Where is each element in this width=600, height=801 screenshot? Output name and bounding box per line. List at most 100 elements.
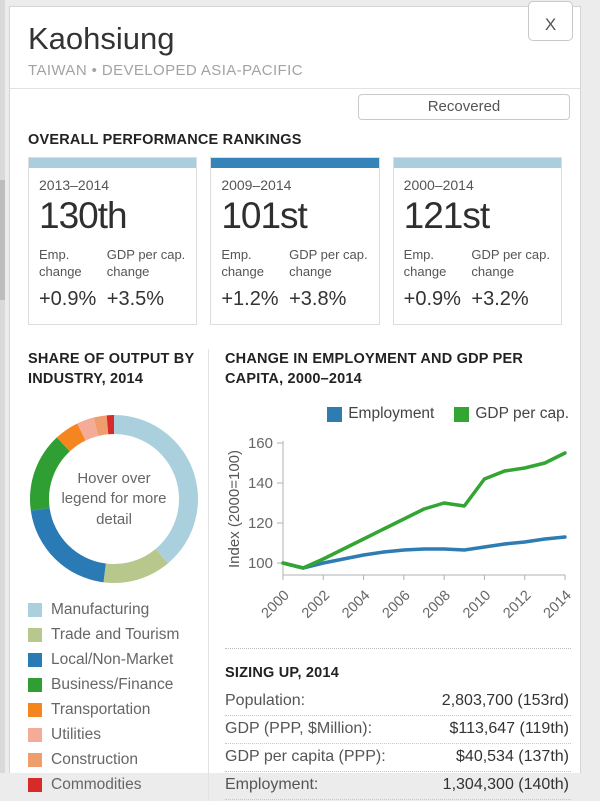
row-value: $113,647 (119th)	[449, 720, 570, 738]
legend-label: Business/Finance	[51, 676, 174, 694]
ranking-card-2009-2014: 2009–2014 101st Emp. change +1.2% GDP pe…	[210, 157, 380, 325]
sizing-divider	[225, 648, 571, 650]
row-label: GDP per capita (PPP):	[225, 748, 386, 766]
donut-chart[interactable]: Hover over legend for more detail	[28, 413, 200, 585]
city-subtitle: TAIWAN • DEVELOPED ASIA-PACIFIC	[28, 62, 303, 79]
legend-label: Utilities	[51, 726, 101, 744]
commodities-swatch-icon	[28, 778, 42, 793]
trade-tourism-swatch-icon	[28, 628, 42, 643]
svg-text:120: 120	[248, 515, 273, 532]
svg-text:2014: 2014	[541, 588, 571, 622]
svg-text:2006: 2006	[380, 588, 414, 622]
manufacturing-swatch-icon	[28, 603, 42, 618]
line-chart-legend: Employment GDP per cap.	[225, 405, 569, 423]
legend-label: Trade and Tourism	[51, 626, 180, 644]
legend-item-employment: Employment	[327, 405, 434, 423]
ranking-card-2013-2014: 2013–2014 130th Emp. change +0.9% GDP pe…	[28, 157, 198, 325]
sizing-section-title: SIZING UP, 2014	[225, 665, 339, 682]
legend-label: Employment	[348, 405, 435, 423]
legend-label: Construction	[51, 751, 139, 769]
emp-change-value: +0.9%	[39, 287, 97, 310]
legend-item-trade-tourism[interactable]: Trade and Tourism	[28, 626, 200, 644]
row-value: $40,534 (137th)	[456, 748, 569, 766]
page-scrollbar[interactable]	[0, 0, 5, 773]
gdp-change-value: +3.2%	[471, 287, 529, 310]
card-rank: 101st	[221, 195, 308, 236]
emp-change-label: Emp. change	[39, 247, 82, 279]
popup-header: Kaohsiung TAIWAN • DEVELOPED ASIA-PACIFI…	[10, 7, 580, 79]
emp-change-label: Emp. change	[221, 247, 264, 279]
donut-segment[interactable]	[93, 415, 109, 437]
recovered-status-button[interactable]: Recovered	[358, 94, 570, 120]
legend-item-local-non-market[interactable]: Local/Non-Market	[28, 651, 200, 669]
svg-text:140: 140	[248, 475, 273, 492]
card-rank: 130th	[39, 195, 128, 236]
legend-item-manufacturing[interactable]: Manufacturing	[28, 601, 200, 619]
svg-text:2008: 2008	[420, 588, 454, 622]
donut-center-note: Hover over legend for more detail	[61, 470, 167, 528]
page-title: Kaohsiung	[28, 21, 175, 56]
industry-share-panel: SHARE OF OUTPUT BY INDUSTRY, 2014 Hover …	[10, 348, 209, 801]
svg-text:2010: 2010	[460, 588, 494, 622]
business-finance-swatch-icon	[28, 678, 42, 693]
header-divider	[10, 88, 580, 89]
donut-segment[interactable]	[56, 423, 86, 452]
scrollbar-thumb[interactable]	[0, 180, 5, 300]
emp-change-value: +1.2%	[221, 287, 279, 310]
line-chart-title: CHANGE IN EMPLOYMENT AND GDP PER CAPITA,…	[225, 350, 524, 388]
row-label: Employment:	[225, 776, 319, 794]
local-non-market-swatch-icon	[28, 653, 42, 668]
gdp-change-label: GDP per cap. change	[106, 247, 186, 279]
emp-change-value: +0.9%	[403, 287, 461, 310]
legend-label: Local/Non-Market	[51, 651, 174, 669]
ranking-cards: 2013–2014 130th Emp. change +0.9% GDP pe…	[10, 157, 580, 325]
donut-chart-title: SHARE OF OUTPUT BY INDUSTRY, 2014	[28, 350, 195, 388]
sizing-table: Population: 2,803,700 (153rd) GDP (PPP, …	[225, 688, 571, 801]
legend-item-commodities[interactable]: Commodities	[28, 776, 200, 794]
gdp-per-cap-swatch-icon	[454, 406, 470, 422]
legend-item-utilities[interactable]: Utilities	[28, 726, 200, 744]
table-row: Population: 2,803,700 (153rd)	[225, 688, 571, 717]
donut-segment[interactable]	[114, 415, 198, 564]
table-row: Employment: 1,304,300 (140th)	[225, 772, 571, 801]
row-value: 2,803,700 (153rd)	[441, 692, 569, 710]
legend-item-business-finance[interactable]: Business/Finance	[28, 676, 200, 694]
transportation-swatch-icon	[28, 703, 42, 718]
svg-text:100: 100	[248, 555, 273, 572]
legend-label: Commodities	[51, 776, 142, 794]
card-accent-bar	[29, 158, 197, 168]
svg-text:Index (2000=100): Index (2000=100)	[226, 450, 243, 568]
gdp-change-label: GDP per cap. change	[471, 247, 550, 279]
donut-segment[interactable]	[106, 415, 114, 435]
employment-swatch-icon	[327, 406, 343, 422]
row-label: Population:	[225, 692, 306, 710]
line-chart-svg: 100 120 140 160 2000 2002 2004 2006 2008 2010 2012…	[226, 435, 575, 622]
legend-item-construction[interactable]: Construction	[28, 751, 200, 769]
utilities-swatch-icon	[28, 728, 42, 743]
card-period: 2013–2014	[39, 177, 110, 193]
donut-segment[interactable]	[29, 437, 70, 511]
donut-segment[interactable]	[30, 508, 106, 583]
donut-segment[interactable]	[77, 417, 99, 441]
card-period: 2000–2014	[403, 177, 474, 193]
city-profile-popup: X Kaohsiung TAIWAN • DEVELOPED ASIA-PACI…	[9, 1, 581, 801]
donut-chart-svg[interactable]	[28, 413, 200, 585]
svg-text:160: 160	[248, 435, 273, 452]
card-accent-bar	[211, 158, 379, 168]
row-label: GDP (PPP, $Million):	[225, 720, 373, 738]
card-rank: 121st	[403, 195, 491, 236]
legend-item-transportation[interactable]: Transportation	[28, 701, 200, 719]
trend-panel: CHANGE IN EMPLOYMENT AND GDP PER CAPITA,…	[209, 349, 585, 801]
legend-label: Manufacturing	[51, 601, 150, 619]
card-accent-bar	[393, 158, 561, 168]
rankings-section-title: OVERALL PERFORMANCE RANKINGS	[28, 132, 302, 148]
close-button[interactable]: X	[528, 1, 573, 41]
table-row: GDP (PPP, $Million): $113,647 (119th)	[225, 716, 571, 745]
legend-item-gdp-per-cap: GDP per cap.	[454, 405, 569, 423]
gdp-change-value: +3.8%	[289, 287, 347, 310]
construction-swatch-icon	[28, 753, 42, 768]
table-row: GDP per capita (PPP): $40,534 (137th)	[225, 744, 571, 773]
status-row: Recovered	[10, 89, 580, 120]
donut-segment[interactable]	[103, 549, 168, 584]
svg-text:2012: 2012	[500, 588, 534, 622]
